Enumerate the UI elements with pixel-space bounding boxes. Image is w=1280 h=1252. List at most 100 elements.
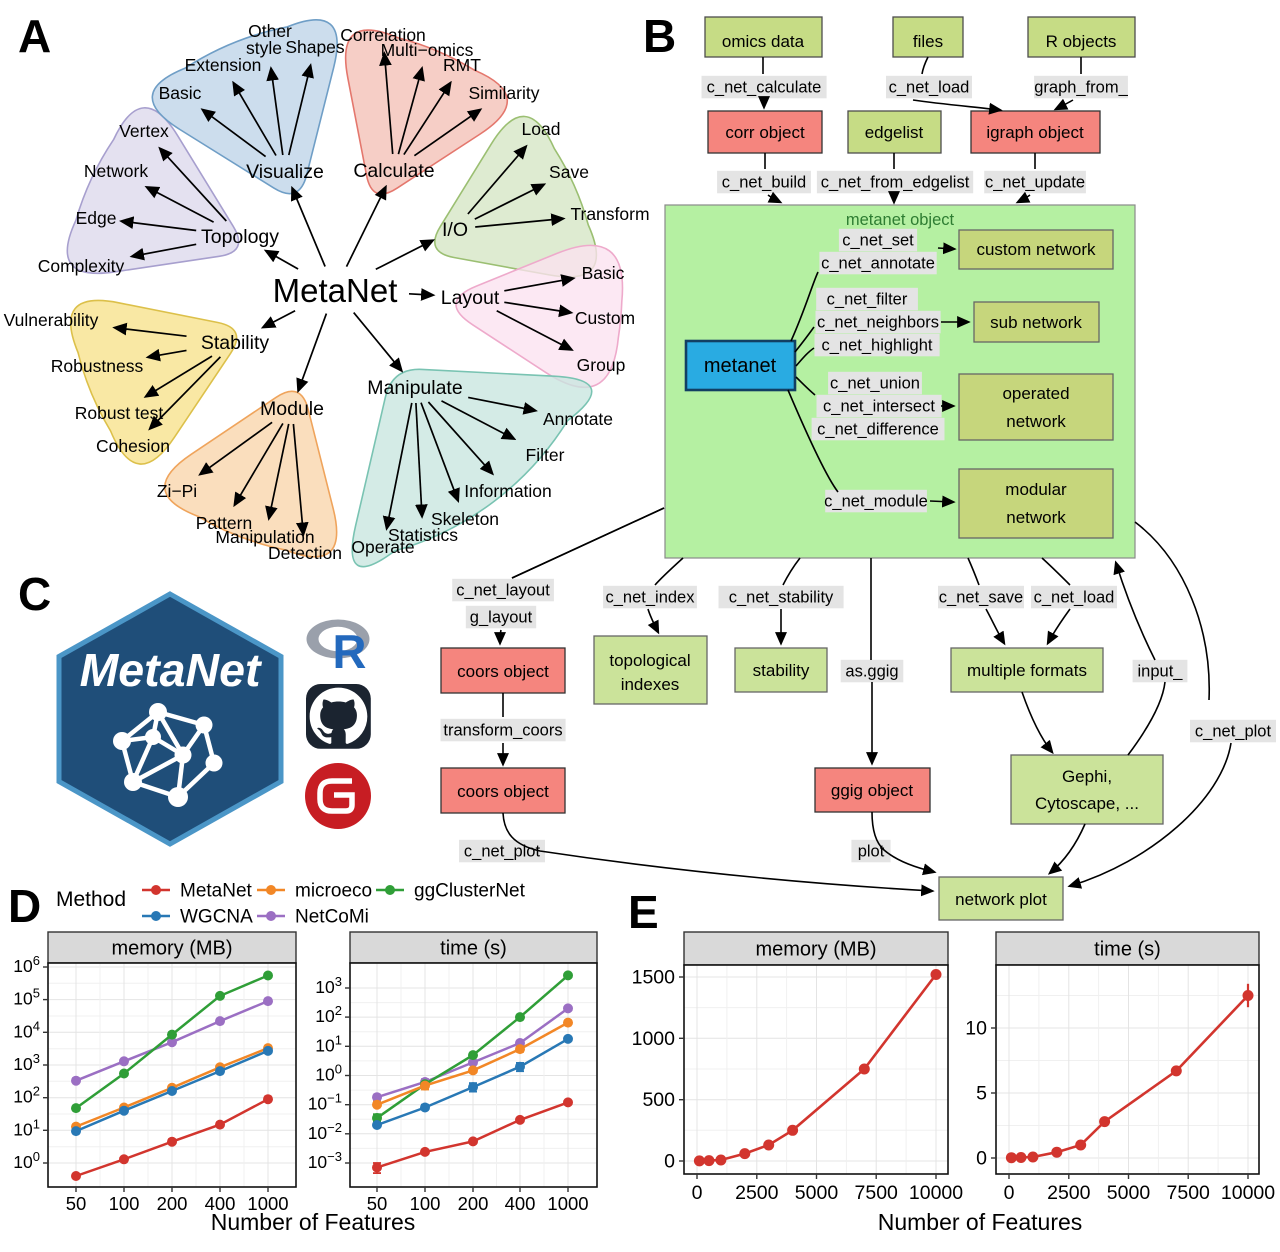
svg-text:MetaNet: MetaNet — [80, 644, 263, 696]
svg-text:Vertex: Vertex — [119, 121, 169, 141]
svg-text:NetCoMi: NetCoMi — [295, 907, 369, 928]
svg-text:100: 100 — [109, 1193, 140, 1214]
svg-text:Information: Information — [464, 481, 552, 501]
svg-text:omics data: omics data — [722, 32, 805, 51]
svg-text:Edge: Edge — [76, 208, 117, 228]
svg-text:Statistics: Statistics — [388, 525, 458, 545]
svg-text:Extension: Extension — [185, 55, 262, 75]
svg-text:Skeleton: Skeleton — [431, 509, 499, 529]
svg-text:0: 0 — [664, 1151, 675, 1173]
svg-text:Network: Network — [84, 161, 148, 181]
svg-text:RMT: RMT — [443, 55, 481, 75]
svg-text:modular: modular — [1005, 480, 1067, 499]
svg-text:as.ggig: as.ggig — [845, 663, 898, 681]
svg-text:Manipulation: Manipulation — [215, 527, 314, 547]
svg-text:500: 500 — [642, 1089, 675, 1111]
svg-text:50: 50 — [367, 1193, 388, 1214]
svg-text:5000: 5000 — [795, 1182, 839, 1204]
svg-text:1000: 1000 — [632, 1028, 676, 1050]
svg-text:c_net_index: c_net_index — [606, 589, 696, 607]
svg-text:c_net_load: c_net_load — [1034, 589, 1115, 607]
svg-text:E: E — [628, 886, 659, 938]
svg-text:Vulnerability: Vulnerability — [4, 310, 99, 330]
svg-text:network: network — [1006, 412, 1066, 431]
svg-text:Cytoscape, ...: Cytoscape, ... — [1035, 794, 1139, 813]
svg-text:corr object: corr object — [725, 123, 805, 142]
svg-text:Load: Load — [522, 119, 561, 139]
svg-text:Visualize: Visualize — [246, 161, 324, 183]
svg-text:files: files — [913, 32, 943, 51]
svg-text:C: C — [18, 568, 51, 620]
svg-text:Number of Features: Number of Features — [211, 1209, 416, 1235]
svg-text:transform_coors: transform_coors — [443, 722, 562, 740]
svg-text:c_net_save: c_net_save — [939, 589, 1023, 607]
svg-text:time (s): time (s) — [1094, 939, 1161, 961]
svg-text:c_net_neighbors: c_net_neighbors — [817, 314, 939, 332]
svg-text:Layout: Layout — [441, 287, 500, 309]
svg-text:1000: 1000 — [547, 1193, 588, 1214]
svg-text:topological: topological — [609, 651, 690, 670]
svg-text:R objects: R objects — [1046, 32, 1117, 51]
svg-text:0: 0 — [976, 1148, 987, 1170]
svg-text:200: 200 — [157, 1193, 188, 1214]
svg-text:Number of Features: Number of Features — [878, 1209, 1083, 1235]
svg-text:Stability: Stability — [201, 332, 270, 354]
svg-text:200: 200 — [458, 1193, 489, 1214]
svg-text:c_net_set: c_net_set — [842, 232, 914, 250]
svg-text:Method: Method — [56, 888, 126, 911]
svg-text:graph_from_: graph_from_ — [1034, 79, 1128, 97]
svg-text:MetaNet: MetaNet — [180, 881, 253, 902]
svg-text:I/O: I/O — [442, 219, 468, 241]
svg-text:Multi−omics: Multi−omics — [381, 40, 474, 60]
svg-text:400: 400 — [505, 1193, 536, 1214]
svg-text:Shapes: Shapes — [285, 37, 345, 57]
svg-text:D: D — [8, 880, 41, 932]
svg-text:multiple formats: multiple formats — [967, 661, 1087, 680]
svg-text:Cohesion: Cohesion — [96, 436, 170, 456]
svg-text:c_net_calculate: c_net_calculate — [707, 79, 822, 97]
svg-text:igraph object: igraph object — [986, 123, 1084, 142]
svg-text:Basic: Basic — [159, 83, 202, 103]
svg-text:Transform: Transform — [570, 204, 649, 224]
svg-text:network plot: network plot — [955, 890, 1047, 909]
svg-text:Complexity: Complexity — [38, 256, 125, 276]
svg-text:WGCNA: WGCNA — [180, 907, 253, 928]
svg-text:style: style — [246, 38, 282, 58]
svg-text:metanet object: metanet object — [846, 211, 955, 229]
svg-text:c_net_module: c_net_module — [824, 493, 928, 511]
svg-text:50: 50 — [66, 1193, 87, 1214]
svg-text:Filter: Filter — [526, 445, 565, 465]
svg-text:memory (MB): memory (MB) — [755, 939, 876, 961]
svg-text:10000: 10000 — [909, 1182, 963, 1204]
svg-text:B: B — [643, 10, 676, 62]
svg-text:1500: 1500 — [632, 967, 676, 989]
svg-text:microeco: microeco — [295, 881, 372, 902]
svg-text:5000: 5000 — [1107, 1182, 1151, 1204]
svg-text:10000: 10000 — [1221, 1182, 1275, 1204]
svg-text:c_net_build: c_net_build — [722, 174, 806, 192]
svg-text:Module: Module — [260, 398, 324, 420]
svg-text:Robust test: Robust test — [75, 403, 164, 423]
svg-text:c_net_plot: c_net_plot — [1195, 723, 1272, 741]
svg-text:Annotate: Annotate — [543, 409, 613, 429]
svg-text:stability: stability — [753, 661, 810, 680]
svg-text:400: 400 — [205, 1193, 236, 1214]
svg-text:1000: 1000 — [247, 1193, 288, 1214]
svg-text:input_: input_ — [1138, 663, 1184, 681]
svg-text:plot: plot — [858, 843, 885, 861]
svg-text:ggig object: ggig object — [831, 781, 914, 800]
svg-text:c_net_union: c_net_union — [830, 375, 920, 393]
svg-text:indexes: indexes — [621, 675, 680, 694]
svg-text:c_net_plot: c_net_plot — [464, 843, 541, 861]
svg-text:c_net_filter: c_net_filter — [827, 291, 908, 309]
svg-text:Similarity: Similarity — [469, 83, 540, 103]
svg-text:Gephi,: Gephi, — [1062, 767, 1112, 786]
svg-text:MetaNet: MetaNet — [273, 272, 398, 309]
svg-text:Other: Other — [248, 21, 292, 41]
svg-text:Operate: Operate — [351, 537, 414, 557]
svg-text:A: A — [18, 10, 51, 62]
svg-text:Pattern: Pattern — [196, 513, 252, 533]
svg-text:coors object: coors object — [457, 662, 549, 681]
svg-text:Detection: Detection — [268, 543, 342, 563]
svg-text:c_net_intersect: c_net_intersect — [823, 398, 935, 416]
